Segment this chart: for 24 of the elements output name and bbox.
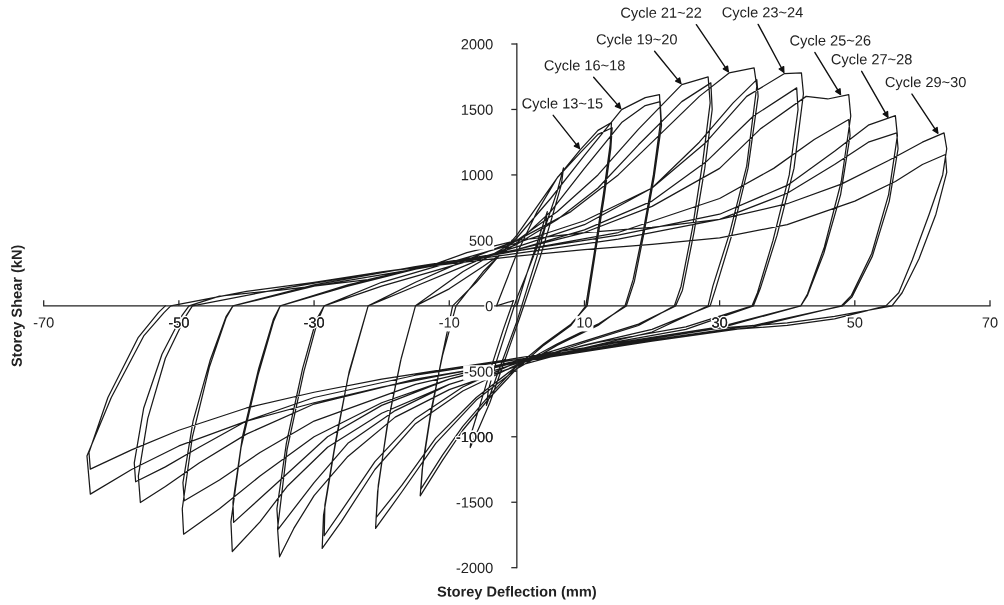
y-tick-label: -2000 xyxy=(456,562,493,574)
annotation: Cycle 16~18 xyxy=(544,59,625,74)
annotation: Cycle 21~22 xyxy=(621,7,702,21)
x-axis-title: Storey Deflection (mm) xyxy=(437,586,596,600)
x-tick-label: 70 xyxy=(982,317,998,328)
annotation: Cycle 27~28 xyxy=(831,53,912,68)
x-tick-label: -10 xyxy=(439,317,460,328)
annotation: Cycle 23~24 xyxy=(722,6,803,21)
x-tick-label: 50 xyxy=(847,317,863,328)
y-tick-label: 500 xyxy=(469,235,493,246)
annotation: Cycle 25~26 xyxy=(790,34,871,49)
y-tick-label: 2000 xyxy=(461,39,493,50)
annotation: Cycle 13~15 xyxy=(522,97,603,112)
y-tick-label: 1500 xyxy=(461,104,493,115)
y-tick-label: 0 xyxy=(485,300,493,312)
x-tick-label: 10 xyxy=(577,317,592,328)
annotation: Cycle 29~30 xyxy=(885,76,966,91)
x-tick-label: 30 xyxy=(712,317,728,328)
y-axis-title: Storey Shear (kN) xyxy=(11,245,25,367)
annotation: Cycle 19~20 xyxy=(596,33,677,48)
x-tick-label: -70 xyxy=(33,317,54,328)
y-tick-label: 1000 xyxy=(461,170,493,181)
y-tick-label: -1500 xyxy=(456,497,493,508)
y-tick-label: -500 xyxy=(464,366,493,377)
